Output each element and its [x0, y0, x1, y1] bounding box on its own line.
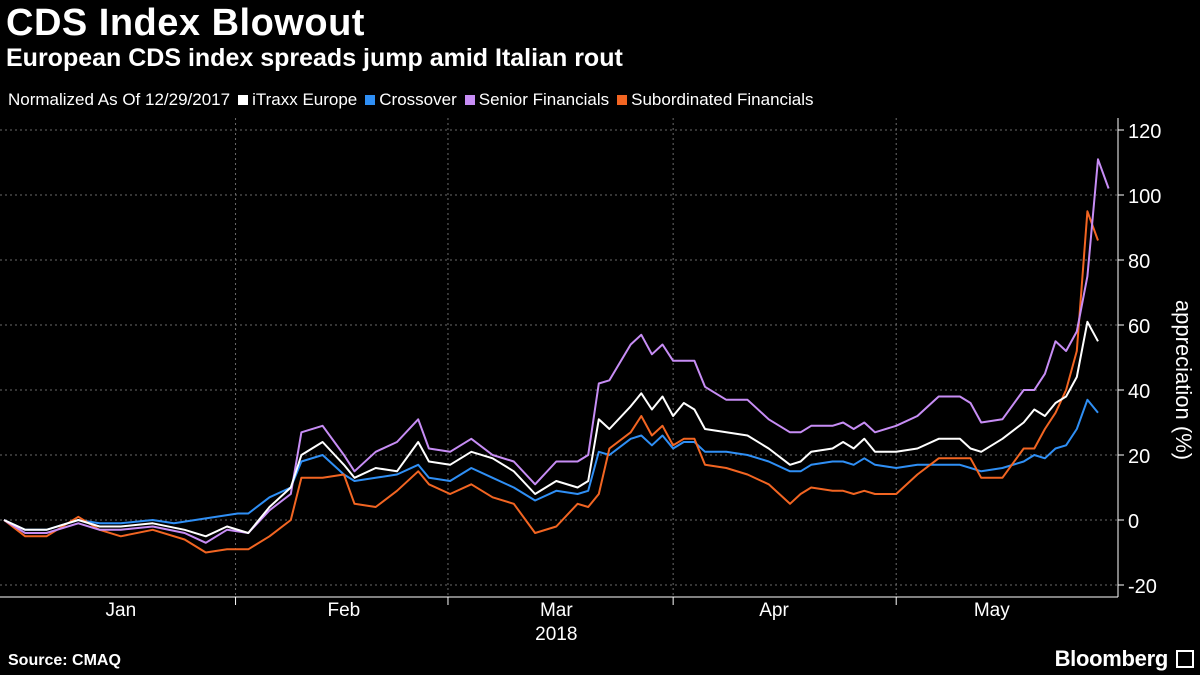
y-tick-label: 120: [1128, 121, 1161, 143]
legend-label: Subordinated Financials: [631, 90, 814, 109]
axes: -20 0 20 40 60 80 100 120 Jan Feb Mar Apr May 2018: [0, 118, 1161, 645]
y-tick-label: 20: [1128, 446, 1150, 468]
y-tick-label: 0: [1128, 511, 1139, 533]
y-tick-label: 60: [1128, 316, 1150, 338]
chart-subtitle: European CDS index spreads jump amid Ita…: [6, 44, 623, 72]
legend-item-crossover: Crossover: [365, 90, 457, 110]
legend-note: Normalized As Of 12/29/2017: [8, 90, 231, 109]
legend-label: Senior Financials: [478, 90, 610, 109]
y-tick-label: -20: [1128, 576, 1157, 598]
legend-swatch: [464, 95, 475, 105]
x-tick-label: May: [974, 600, 1010, 621]
legend-item-itraxx-europe: iTraxx Europe: [238, 90, 357, 110]
legend-label: iTraxx Europe: [252, 90, 358, 109]
chart-title: CDS Index Blowout: [6, 2, 365, 44]
series-line-crossover: [3, 398, 1099, 531]
series-line-senior-financials: [3, 158, 1110, 544]
x-tick-label: Feb: [328, 600, 361, 621]
legend-item-subordinated-financials: Subordinated Financials: [617, 90, 814, 110]
y-tick-label: 100: [1128, 186, 1161, 208]
legend-swatch: [238, 95, 249, 105]
series-line-itraxx-europe: [3, 320, 1099, 538]
legend-item-senior-financials: Senior Financials: [464, 90, 610, 110]
grid: [0, 118, 1118, 597]
x-year-label: 2018: [535, 624, 577, 645]
y-axis-label: appreciation (%): [1171, 300, 1196, 460]
y-tick-label: 40: [1128, 381, 1150, 403]
legend: Normalized As Of 12/29/2017 iTraxx Europ…: [8, 90, 822, 110]
legend-label: Crossover: [379, 90, 457, 109]
y-tick-label: 80: [1128, 251, 1150, 273]
series-line-subordinated-financials: [3, 210, 1099, 554]
x-tick-label: Mar: [540, 600, 573, 621]
bloomberg-logo: Bloomberg: [1054, 646, 1169, 671]
legend-swatch: [365, 95, 376, 105]
bloomberg-terminal-icon: [1176, 650, 1194, 668]
x-tick-label: Apr: [759, 600, 789, 621]
source-note: Source: CMAQ: [8, 652, 121, 669]
series-lines: [3, 158, 1110, 554]
x-tick-label: Jan: [106, 600, 137, 621]
legend-swatch: [617, 95, 628, 105]
